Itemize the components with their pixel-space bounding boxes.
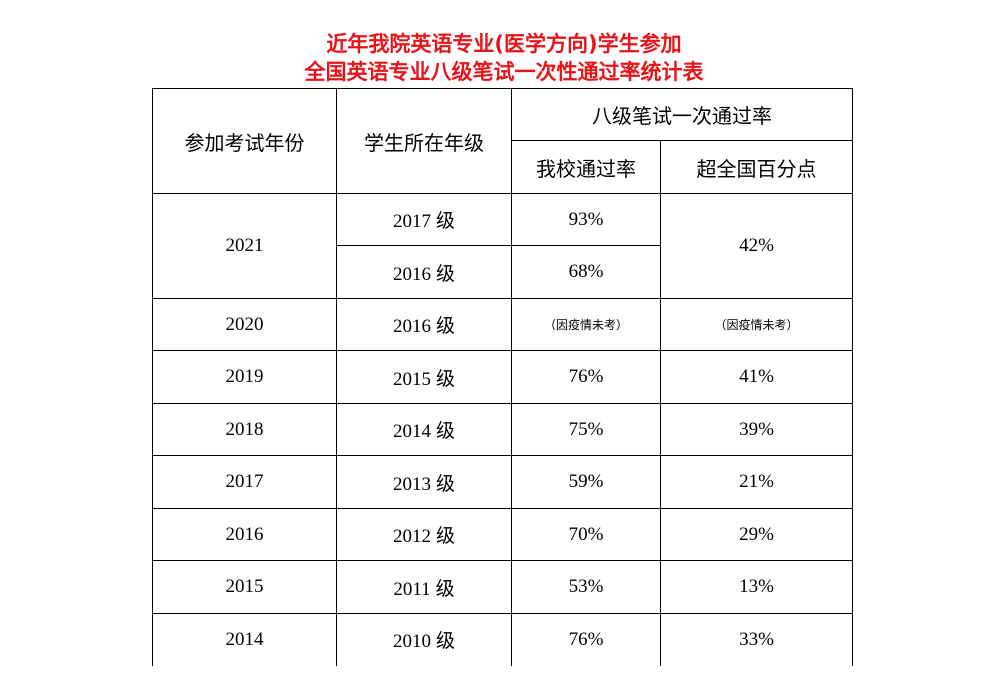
cell-school-rate-note: （因疫情未考） <box>511 298 661 351</box>
table-row: 2014 2010 级 76% 33% <box>152 613 853 666</box>
header-pass-rate-group: 八级笔试一次通过率 <box>511 88 853 141</box>
cell-year: 2014 <box>152 613 337 666</box>
cell-year: 2016 <box>152 508 337 561</box>
cell-year: 2017 <box>152 455 337 509</box>
cell-year: 2018 <box>152 403 337 456</box>
cell-above-national: 33% <box>660 613 853 666</box>
header-school-rate: 我校通过率 <box>511 140 661 194</box>
cell-above-national: 21% <box>660 455 853 509</box>
cell-school-rate: 76% <box>511 350 661 404</box>
table-row: 2016 2012 级 70% 29% <box>152 508 853 561</box>
cell-above-national: 41% <box>660 350 853 404</box>
table-title-line-1: 近年我院英语专业(医学方向)学生参加 <box>326 32 682 56</box>
cell-year: 2015 <box>152 560 337 614</box>
cell-grade: 2013 级 <box>336 455 512 509</box>
header-row-2: 我校通过率 超全国百分点 <box>153 140 853 194</box>
cell-year: 2019 <box>152 350 337 404</box>
cell-school-rate: 76% <box>511 613 661 666</box>
cell-year: 2020 <box>152 298 337 351</box>
cell-school-rate: 70% <box>511 508 661 561</box>
cell-grade: 2014 级 <box>336 403 512 456</box>
header-above-national: 超全国百分点 <box>660 140 853 194</box>
cell-grade: 2016 级 <box>336 298 512 351</box>
cell-above-national: 29% <box>660 508 853 561</box>
cell-above-national: 42% <box>660 193 853 299</box>
table-row: 2016 级 68% <box>153 245 853 299</box>
cell-school-rate: 68% <box>511 245 661 299</box>
table-row: 2019 2015 级 76% 41% <box>152 350 853 404</box>
table-row: 2015 2011 级 53% 13% <box>152 560 853 614</box>
table-row: 2018 2014 级 75% 39% <box>152 403 853 456</box>
header-grade: 学生所在年级 <box>336 88 512 194</box>
cell-grade: 2017 级 <box>336 193 512 246</box>
cell-above-national: 13% <box>660 560 853 614</box>
header-year: 参加考试年份 <box>152 88 337 194</box>
header-row-1: 参加考试年份 学生所在年级 八级笔试一次通过率 <box>152 88 853 194</box>
cell-school-rate: 75% <box>511 403 661 456</box>
cell-school-rate: 53% <box>511 560 661 614</box>
cell-grade: 2016 级 <box>336 245 512 299</box>
cell-school-rate: 93% <box>511 193 661 246</box>
cell-grade: 2012 级 <box>336 508 512 561</box>
table-row: 2021 2017 级 93% 42% <box>152 193 853 299</box>
table-row: 2017 2013 级 59% 21% <box>152 455 853 509</box>
cell-above-national-note: （因疫情未考） <box>660 298 853 351</box>
cell-year: 2021 <box>152 193 337 299</box>
cell-above-national: 39% <box>660 403 853 456</box>
cell-grade: 2015 级 <box>336 350 512 404</box>
table-row: 2020 2016 级 （因疫情未考） （因疫情未考） <box>152 298 853 351</box>
cell-school-rate: 59% <box>511 455 661 509</box>
cell-grade: 2010 级 <box>336 613 512 666</box>
table-title-line-2: 全国英语专业八级笔试一次性通过率统计表 <box>304 60 704 84</box>
pass-rate-table: 参加考试年份 学生所在年级 八级笔试一次通过率 我校通过率 超全国百分点 202… <box>152 88 853 666</box>
cell-grade: 2011 级 <box>336 560 512 614</box>
